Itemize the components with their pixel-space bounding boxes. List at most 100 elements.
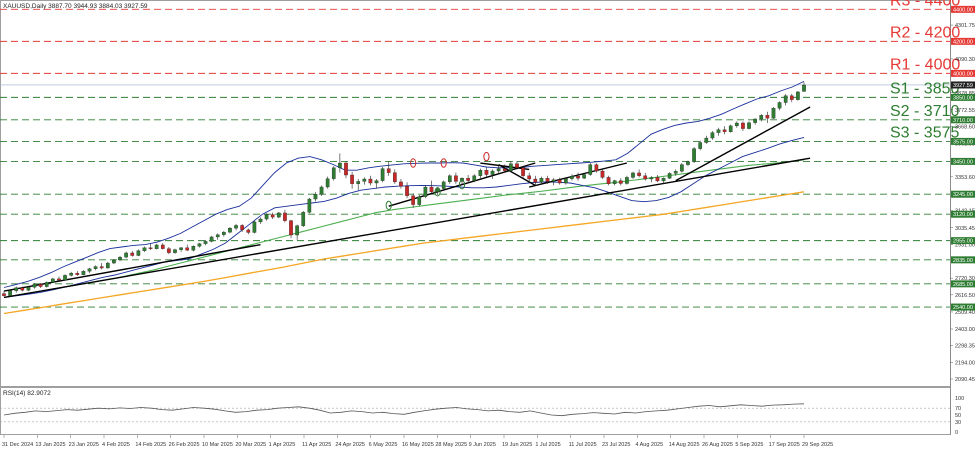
price-tick-label: 4090.30	[955, 57, 975, 63]
candle-body	[283, 212, 287, 221]
candle-body	[105, 262, 110, 269]
support-label-s3: S3 - 3575	[890, 124, 959, 141]
candle-body	[264, 214, 269, 220]
candle	[600, 169, 605, 180]
candle-body	[276, 212, 281, 218]
candle	[130, 251, 135, 257]
candle	[14, 286, 19, 293]
candle-body	[185, 247, 190, 251]
candle	[796, 90, 800, 101]
rsi-tick-label: 100	[955, 396, 964, 402]
candle-body	[368, 178, 373, 184]
price-tick-label: 4301.75	[955, 23, 975, 29]
candle	[197, 242, 202, 248]
candle-body	[551, 179, 556, 182]
candle-body	[484, 170, 489, 175]
candle	[301, 211, 306, 228]
rsi-tick-label: 0	[955, 430, 958, 436]
candle	[319, 185, 324, 196]
candlesticks	[2, 82, 806, 297]
candle-body	[93, 266, 98, 269]
resistance-label-r2: R2 - 4200	[890, 24, 960, 41]
candle	[228, 227, 232, 234]
candle	[234, 223, 238, 231]
support-price-tag-text: 3850.00	[953, 95, 973, 101]
date-label: 26 Aug 2025	[702, 442, 733, 448]
candle-body	[661, 178, 666, 182]
date-label: 10 Mar 2025	[202, 442, 233, 448]
current-price-tag-bg	[951, 81, 975, 89]
candle-body	[99, 266, 104, 269]
resistance-price-tag-text: 4400.00	[953, 7, 973, 13]
candle	[215, 233, 220, 240]
candle	[386, 161, 391, 176]
candle-body	[686, 161, 690, 165]
candle-body	[441, 181, 446, 189]
candle	[411, 193, 415, 208]
candle	[325, 176, 330, 189]
support-price-tag-text: 3575.00	[953, 139, 973, 145]
candle-body	[295, 225, 299, 236]
level-price-tag-text: 2955.00	[953, 239, 973, 245]
bollinger-lower-band	[3, 136, 805, 298]
candle	[93, 265, 98, 271]
candle-body	[148, 247, 153, 249]
candle	[502, 164, 507, 173]
candle-body	[2, 293, 6, 296]
candle-body	[710, 132, 715, 139]
candle	[417, 195, 422, 207]
candle	[203, 239, 208, 246]
candle	[57, 276, 61, 282]
candle	[509, 161, 513, 172]
candle-body	[680, 164, 684, 172]
price-tick-label: 3353.60	[955, 175, 975, 181]
candle	[460, 177, 464, 186]
candle-body	[26, 287, 31, 291]
price-tick-label: 2194.00	[955, 360, 975, 366]
candle	[661, 177, 666, 184]
candle	[32, 283, 37, 289]
candle	[118, 255, 122, 262]
support-label-s2: S2 - 3710	[890, 103, 959, 120]
candle	[686, 160, 690, 167]
date-label: 11 Jul 2025	[569, 442, 597, 448]
candle	[51, 277, 55, 284]
price-tick-label: 2616.50	[955, 293, 975, 299]
candle-body	[429, 186, 434, 192]
candle	[490, 169, 495, 180]
candle-body	[759, 115, 764, 120]
candle-body	[631, 172, 635, 178]
level-price-tag-text: 3245.00	[953, 192, 973, 198]
candle-body	[331, 167, 336, 179]
candle	[350, 171, 354, 189]
level-price-tag-text: 2685.00	[953, 282, 973, 288]
date-label: 4 Feb 2025	[102, 442, 130, 448]
candle	[545, 175, 550, 184]
candle-body	[545, 178, 550, 182]
candle-body	[32, 284, 37, 288]
candle-body	[796, 91, 800, 100]
candle-body	[667, 173, 672, 179]
candle-body	[319, 186, 324, 195]
candle	[167, 247, 171, 255]
candle-body	[51, 278, 55, 283]
rsi-tick-label: 70	[955, 406, 961, 412]
candle-body	[472, 175, 477, 181]
date-label: 5 Sep 2025	[735, 442, 763, 448]
candle-body	[301, 212, 306, 226]
resistance-price-tag-text: 4200.00	[953, 39, 973, 45]
date-label: 4 Aug 2025	[635, 442, 663, 448]
candle-body	[722, 129, 727, 132]
candle-body	[270, 214, 275, 218]
candle-body	[802, 84, 806, 92]
candle-body	[728, 125, 733, 132]
candle	[179, 247, 183, 252]
candle	[435, 187, 440, 196]
candle	[338, 153, 342, 173]
candle-body	[44, 282, 49, 287]
candle-body	[509, 163, 513, 171]
candle	[148, 243, 153, 251]
candle-body	[154, 244, 159, 249]
candle	[380, 167, 385, 183]
candle-body	[393, 172, 397, 183]
